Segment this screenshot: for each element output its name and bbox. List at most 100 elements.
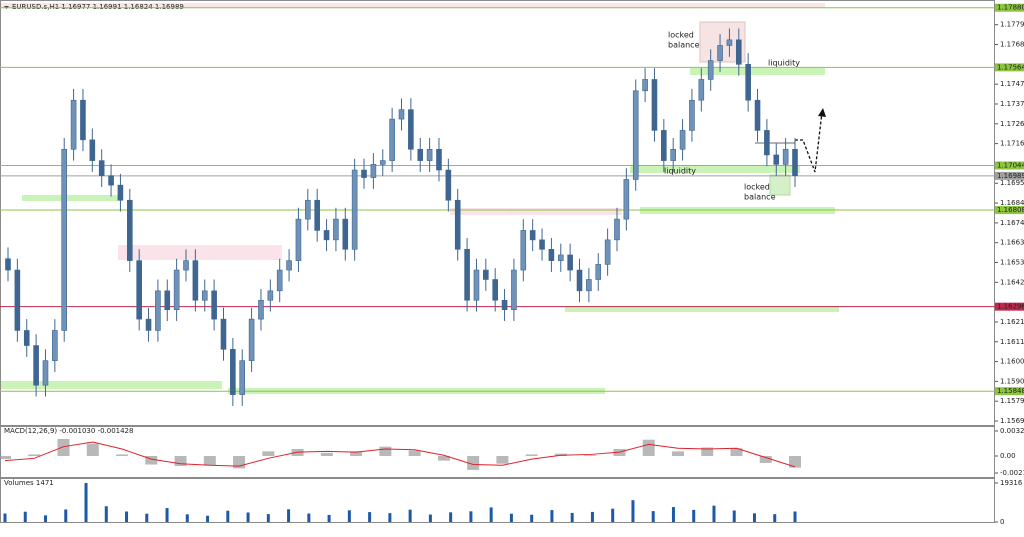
candle-body bbox=[305, 199, 311, 220]
macd-bar bbox=[350, 451, 363, 456]
level-label: 1.17880 bbox=[997, 4, 1024, 12]
candle-body bbox=[539, 239, 545, 250]
level-label: 1.16989 bbox=[997, 172, 1024, 180]
volume-bar bbox=[752, 513, 756, 522]
level-label: 1.16808 bbox=[997, 206, 1024, 214]
macd-bar bbox=[671, 451, 684, 456]
y-tick-label: 1.17370 bbox=[1000, 100, 1024, 108]
level-label: 1.16296 bbox=[997, 303, 1024, 311]
volume-bar bbox=[651, 511, 655, 522]
volume-bar bbox=[206, 515, 210, 522]
macd-bar bbox=[174, 455, 187, 467]
level-tag bbox=[995, 161, 1024, 170]
candle-body bbox=[632, 90, 639, 180]
y-tick-label: 1.16530 bbox=[1000, 259, 1024, 267]
volume-bar bbox=[550, 510, 554, 522]
candle-body bbox=[679, 130, 686, 150]
volume-bar bbox=[408, 509, 412, 522]
volume-bar bbox=[347, 510, 351, 522]
level-tag bbox=[995, 302, 1024, 311]
volume-bar bbox=[226, 510, 230, 522]
candle-body bbox=[511, 269, 517, 310]
volume-bar bbox=[773, 514, 777, 522]
candle-body bbox=[145, 318, 152, 331]
macd-bar bbox=[759, 455, 772, 463]
y-tick-label: 1.16845 bbox=[1000, 199, 1024, 207]
macd-bar bbox=[0, 455, 11, 460]
volume-bar bbox=[388, 513, 392, 522]
volume-bar bbox=[165, 508, 169, 522]
candle-body bbox=[745, 64, 751, 101]
candle-body bbox=[14, 269, 21, 331]
candle-body bbox=[548, 249, 555, 261]
y-tick-label: 1.15900 bbox=[1000, 377, 1024, 385]
y-tick-label: 1.16425 bbox=[1000, 278, 1024, 286]
candle-body bbox=[604, 239, 611, 265]
candle-body bbox=[183, 260, 189, 271]
volume-bar bbox=[732, 510, 736, 522]
zone bbox=[450, 208, 622, 215]
candle-body bbox=[136, 260, 142, 320]
y-tick-label: -0.002194 bbox=[1000, 469, 1024, 477]
y-tick-label: 1.16950 bbox=[1000, 179, 1024, 187]
volume-bar bbox=[590, 511, 594, 522]
macd-bar bbox=[145, 455, 158, 465]
candle-body bbox=[333, 218, 339, 241]
candle-body bbox=[126, 199, 133, 261]
y-tick-label: 0.00 bbox=[1000, 452, 1016, 460]
candle-body bbox=[323, 230, 330, 241]
candle-body bbox=[408, 109, 414, 150]
candle-body bbox=[89, 139, 96, 161]
zone bbox=[565, 306, 839, 312]
y-tick-label: 0 bbox=[1000, 518, 1004, 526]
candle-body bbox=[42, 360, 49, 386]
volume-bar bbox=[530, 514, 534, 522]
y-tick-label: 1.17790 bbox=[1000, 21, 1024, 29]
volume-bar bbox=[327, 514, 331, 522]
macd-bar bbox=[642, 439, 655, 456]
zone bbox=[0, 3, 825, 8]
candle-body bbox=[792, 148, 798, 176]
volume-bar bbox=[3, 513, 7, 522]
y-tick-label: 1.15795 bbox=[1000, 397, 1024, 405]
annotation: locked bbox=[744, 183, 770, 192]
y-tick-label: 1.15690 bbox=[1000, 417, 1024, 425]
arrow-head bbox=[818, 108, 826, 117]
candle-body bbox=[276, 269, 283, 292]
candle-body bbox=[379, 160, 386, 165]
annotation: liquidity bbox=[768, 59, 800, 68]
macd-bar bbox=[86, 443, 99, 456]
candle-body bbox=[33, 345, 39, 386]
volume-bar bbox=[125, 511, 129, 522]
macd-bar bbox=[203, 455, 216, 466]
y-tick-label: 1.17265 bbox=[1000, 120, 1024, 128]
candle-body bbox=[492, 279, 498, 301]
candle-body bbox=[230, 349, 236, 395]
y-tick-label: 1.17685 bbox=[1000, 41, 1024, 49]
candle-body bbox=[239, 360, 246, 395]
candle-body bbox=[192, 260, 199, 301]
candle-body bbox=[520, 230, 527, 271]
candle-body bbox=[782, 148, 789, 165]
macd-title: MACD(12,26,9) -0.001030 -0.001428 bbox=[4, 427, 133, 435]
volume-bar bbox=[368, 512, 372, 522]
annotation: locked bbox=[668, 31, 694, 40]
zone bbox=[22, 195, 122, 201]
candle-body bbox=[586, 279, 592, 292]
macd-bar bbox=[408, 450, 421, 456]
candle-body bbox=[614, 218, 620, 241]
annotation: liquidity bbox=[664, 167, 696, 176]
candle-body bbox=[267, 290, 274, 301]
zone bbox=[0, 381, 222, 389]
candle-body bbox=[773, 154, 780, 165]
candle-body bbox=[248, 318, 255, 361]
volume-bar bbox=[44, 515, 48, 522]
level-tag bbox=[995, 387, 1024, 396]
level-label: 1.15848 bbox=[997, 387, 1024, 395]
candle-body bbox=[5, 258, 11, 271]
level-tag bbox=[995, 171, 1024, 180]
candle-body bbox=[651, 79, 658, 131]
annotation: balance bbox=[744, 193, 776, 202]
